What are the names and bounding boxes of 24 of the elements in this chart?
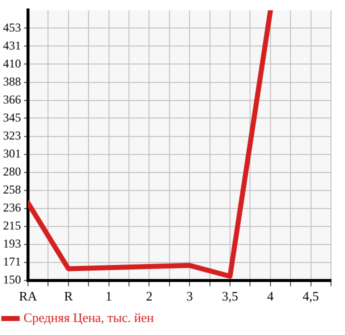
- y-tick-label: 215: [3, 218, 21, 233]
- x-tick-label: RA: [18, 288, 38, 304]
- x-tick-label: 3,5: [222, 288, 238, 304]
- x-tick-label: 2: [146, 288, 152, 304]
- y-tick-label: 453: [3, 20, 21, 34]
- y-tick-label: 171: [3, 254, 21, 269]
- x-tick-label: 1: [106, 288, 112, 304]
- legend-label: Средняя Цена, тыс. йен: [24, 310, 154, 325]
- y-tick-label: 388: [3, 74, 21, 88]
- x-tick-label: R: [64, 288, 74, 304]
- y-tick-label: 280: [3, 164, 21, 179]
- y-tick-label: 193: [3, 236, 21, 251]
- y-tick-label: 345: [3, 110, 21, 124]
- y-tick-label: 431: [3, 38, 21, 52]
- y-tick-label: 236: [3, 200, 21, 215]
- y-tick-label: 323: [3, 128, 21, 142]
- x-tick-label: 3: [186, 288, 193, 304]
- y-tick-label: 258: [3, 182, 21, 196]
- x-tick-label: 4: [267, 288, 274, 304]
- y-tick-label: 366: [3, 92, 21, 106]
- x-tick-label: 4,5: [302, 288, 319, 304]
- y-tick-label: 301: [3, 146, 21, 160]
- y-tick-label: 410: [3, 56, 21, 70]
- y-tick-label: 150: [3, 272, 21, 287]
